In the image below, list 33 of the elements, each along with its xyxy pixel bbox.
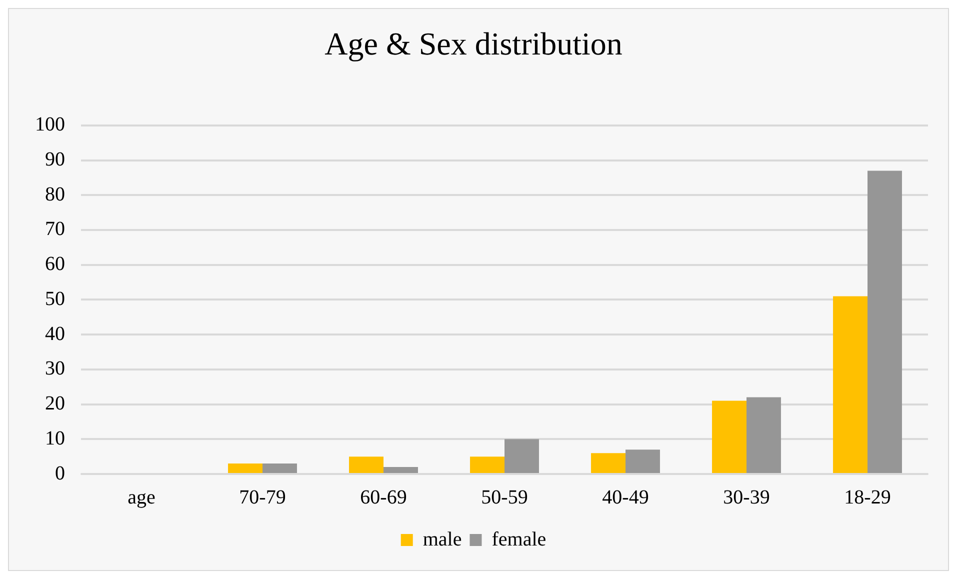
- x-tick-label: 70-79: [239, 486, 286, 508]
- x-tick-label: 50-59: [481, 486, 528, 508]
- y-tick-label: 60: [45, 253, 65, 276]
- legend-label: female: [492, 528, 546, 550]
- y-tick-label: 100: [35, 114, 65, 136]
- bar: [591, 453, 626, 473]
- x-tick-label: 18-29: [844, 486, 891, 508]
- bar: [470, 456, 504, 473]
- bar: [868, 170, 902, 473]
- bar: [349, 456, 384, 473]
- bar: [384, 467, 418, 473]
- y-tick-label: 20: [45, 392, 65, 415]
- x-tick-label: 40-49: [602, 486, 649, 508]
- chart-title: Age & Sex distribution: [324, 26, 622, 62]
- bar: [262, 464, 297, 473]
- y-tick-label: 80: [45, 183, 65, 206]
- y-tick-label: 0: [55, 462, 65, 484]
- bar: [228, 464, 262, 473]
- y-tick-label: 10: [45, 427, 65, 450]
- x-tick-label: 60-69: [360, 486, 407, 508]
- bar: [833, 296, 868, 473]
- bar: [626, 450, 660, 473]
- legend-label: male: [422, 528, 462, 550]
- bar: [504, 439, 539, 473]
- x-tick-label: age: [128, 486, 156, 508]
- y-tick-label: 50: [45, 288, 65, 310]
- y-tick-label: 70: [45, 218, 65, 240]
- bar: [712, 400, 746, 473]
- x-tick-label: 30-39: [723, 486, 770, 508]
- y-tick-label: 40: [45, 322, 65, 345]
- y-tick-label: 30: [45, 358, 65, 380]
- y-tick-label: 90: [45, 148, 65, 171]
- bar: [746, 397, 781, 473]
